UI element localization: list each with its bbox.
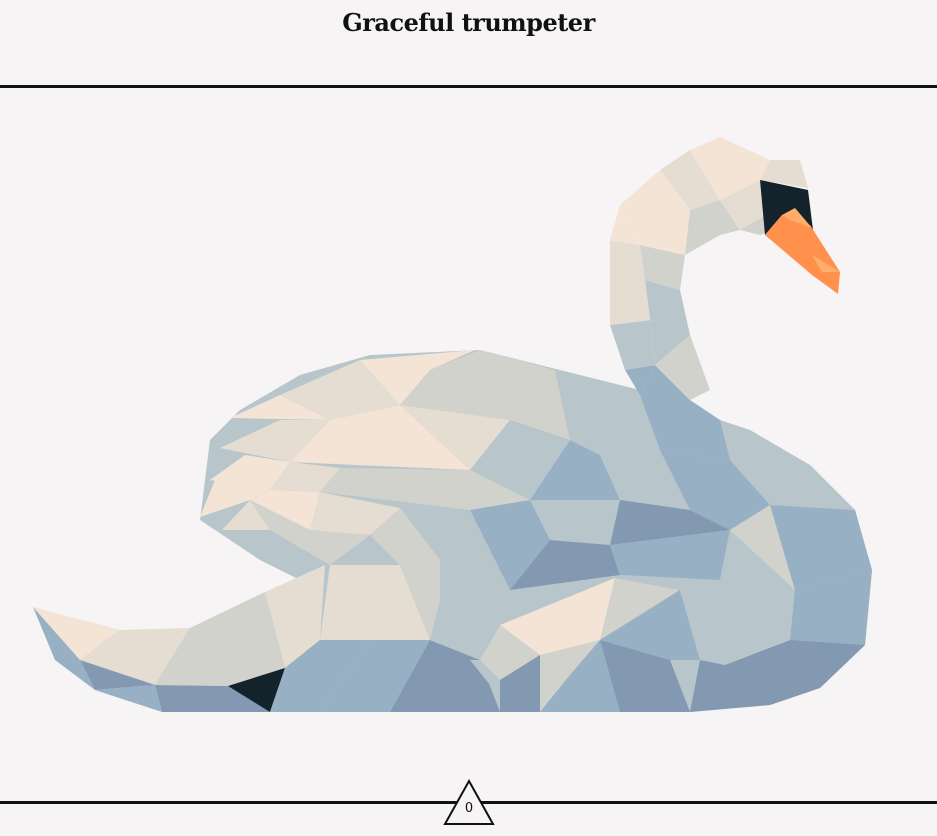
body-facet (730, 505, 795, 590)
score-value: 0 (464, 801, 474, 816)
neck-facet (640, 365, 730, 460)
wing-facet (222, 500, 270, 530)
tail-facet (95, 685, 162, 712)
wing-facet (310, 492, 400, 535)
body-facet (680, 580, 725, 665)
body-facet (720, 530, 795, 665)
neck-facet (610, 205, 640, 245)
tail-facet (155, 685, 270, 712)
wing-facet (200, 480, 270, 517)
beak-highlight (782, 208, 812, 228)
wing-facet (400, 405, 510, 470)
tail-facet (33, 607, 120, 660)
body-facet (730, 460, 855, 510)
body-facet (660, 450, 770, 530)
neck-facet (645, 280, 690, 335)
body-facet (480, 625, 540, 680)
neck-facet (640, 245, 685, 290)
swan-illustration (33, 137, 872, 712)
neck-facet (760, 160, 808, 188)
body-facet (470, 660, 500, 685)
tail-facet (33, 607, 95, 690)
beak-highlight (812, 255, 840, 272)
tail-facet (80, 660, 155, 690)
wing-facet (610, 530, 730, 580)
tail-facet (320, 565, 430, 640)
wing-facet (480, 350, 570, 440)
triangle-icon (443, 778, 495, 825)
page-title: Graceful trumpeter (342, 8, 595, 37)
neck-facet (610, 320, 655, 370)
wing-facet (320, 468, 470, 505)
wing-facet (400, 560, 440, 640)
wing-facet (270, 530, 370, 565)
wing-facet (220, 420, 330, 462)
neck-facet (690, 137, 770, 200)
black-spot (228, 668, 285, 712)
wing-facet (370, 508, 440, 565)
body-facet (790, 570, 872, 645)
wing-facet (440, 510, 510, 600)
wing-facet (530, 440, 620, 500)
wing-facet (470, 420, 570, 500)
neck-facet (660, 150, 720, 210)
wing-facet (470, 500, 550, 590)
wing-facet (280, 360, 400, 420)
tail-facet (265, 565, 325, 668)
body-facet (600, 640, 690, 712)
body-facet (500, 578, 615, 655)
tail-facet (390, 640, 500, 712)
body-facet (540, 640, 620, 712)
tail-facet (80, 628, 190, 685)
score-indicator: 0 (443, 778, 495, 826)
body-facet (600, 578, 680, 640)
wing-facet (400, 350, 510, 420)
body-facet (790, 640, 865, 688)
body-facet (500, 655, 540, 712)
wing-facet (250, 490, 320, 530)
wing-facet (270, 462, 340, 492)
wing-facet (230, 395, 330, 420)
body-facet (720, 420, 810, 465)
neck-facet (685, 200, 740, 255)
wing-facet (430, 470, 530, 510)
body-facet (770, 505, 872, 590)
body-facet (615, 575, 720, 590)
neck-facet (620, 170, 690, 255)
wing-facet (555, 370, 660, 455)
neck-facet (610, 240, 650, 325)
wing-facet (250, 500, 310, 530)
wing-facet (400, 505, 470, 560)
top-divider (0, 85, 937, 88)
tail-facet (155, 592, 285, 686)
tail-facet (320, 640, 430, 712)
tail-facet (270, 640, 370, 712)
wing-facet (510, 540, 620, 590)
body-facet (540, 640, 600, 712)
body-facet (600, 590, 700, 660)
neck-facet (655, 335, 710, 400)
wing-facet (530, 500, 620, 545)
beak (765, 215, 840, 294)
wing-facet (210, 455, 290, 490)
neck-facet (720, 180, 765, 230)
body-facet (690, 640, 820, 712)
wing-facet (360, 350, 475, 405)
neck-facet (625, 365, 655, 395)
neck-facet (740, 215, 770, 235)
wing-facet (290, 405, 470, 470)
